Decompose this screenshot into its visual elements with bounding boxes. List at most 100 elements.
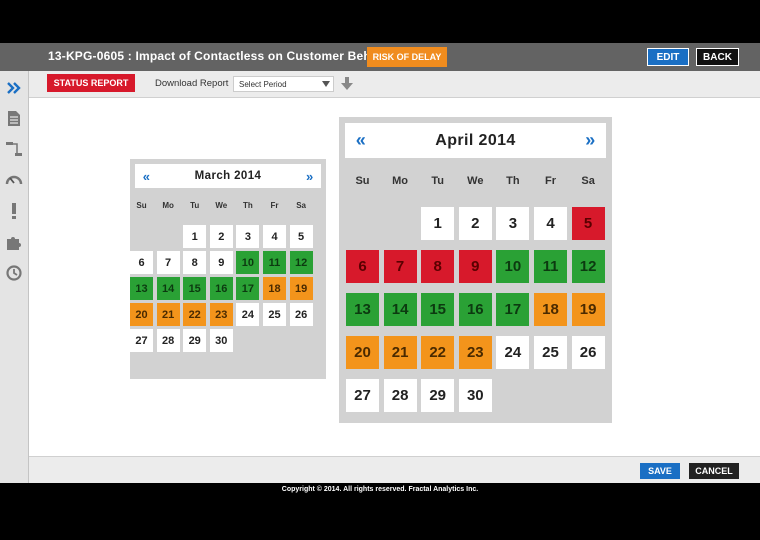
download-arrow-icon[interactable] [341,77,353,96]
next-month-icon[interactable]: » [585,130,596,150]
day-cell-4[interactable]: 4 [263,225,286,248]
day-cell-16[interactable]: 16 [209,277,233,300]
day-cell-20[interactable]: 20 [346,336,379,369]
day-cell-11[interactable]: 11 [534,250,567,283]
day-cell-19[interactable]: 19 [289,277,313,300]
period-select[interactable]: Select Period [233,76,334,92]
day-cell-30[interactable]: 30 [458,379,492,412]
weekday-label: Th [506,175,520,187]
alert-icon[interactable] [5,202,23,220]
day-cell-15[interactable]: 15 [183,277,207,300]
day-cell-10[interactable]: 10 [496,250,530,283]
day-cell-14[interactable]: 14 [383,293,417,326]
expand-icon[interactable] [5,79,23,97]
weekday-label: Fr [545,175,556,187]
day-cell-17[interactable]: 17 [236,277,260,300]
calendar-header: « April 2014 » [345,123,606,158]
day-cell-28[interactable]: 28 [383,379,417,412]
day-cell-12[interactable]: 12 [571,250,605,283]
day-cell-27[interactable]: 27 [346,379,379,412]
day-cell-5[interactable]: 5 [571,207,605,240]
day-cell-7[interactable]: 7 [156,251,180,274]
prev-month-icon[interactable]: « [355,130,366,150]
calendar-area: «March 2014» Su Mo Tu We Th Fr Sa 1 2 3 4 5 6 7 8 9 10 11 1… [29,98,760,456]
day-cell-6[interactable]: 6 [130,251,153,274]
weekday-label: Mo [162,201,174,210]
download-report-label: Download Report [155,78,229,89]
calendar-1: «April 2014» Su Mo Tu We Th Fr Sa 1 2 3 4 5 6 7 8 9 10 11 1… [339,117,612,423]
day-cell-18[interactable]: 18 [534,293,567,326]
day-cell-15[interactable]: 15 [421,293,455,326]
footer-bar: SAVE CANCEL [29,456,760,483]
day-cell-4[interactable]: 4 [534,207,567,240]
puzzle-icon[interactable] [5,233,23,251]
day-cell-2[interactable]: 2 [458,207,492,240]
cancel-button[interactable]: CANCEL [689,463,739,479]
day-cell-11[interactable]: 11 [263,251,286,274]
day-cell-24[interactable]: 24 [496,336,530,369]
day-cell-13[interactable]: 13 [346,293,379,326]
day-cell-21[interactable]: 21 [383,336,417,369]
day-cell-1[interactable]: 1 [421,207,455,240]
day-cell-26[interactable]: 26 [571,336,605,369]
day-cell-2[interactable]: 2 [209,225,233,248]
app-header: 13-KPG-0605 : Impact of Contactless on C… [0,43,760,71]
prev-month-icon[interactable]: « [142,168,151,184]
day-cell-5[interactable]: 5 [289,225,313,248]
next-month-icon[interactable]: » [305,168,314,184]
day-cell-22[interactable]: 22 [183,303,207,326]
day-cell-1[interactable]: 1 [183,225,207,248]
day-cell-16[interactable]: 16 [458,293,492,326]
sidebar [0,71,29,483]
day-cell-23[interactable]: 23 [458,336,492,369]
day-cell-28[interactable]: 28 [156,329,180,352]
day-cell-23[interactable]: 23 [209,303,233,326]
day-cell-20[interactable]: 20 [130,303,153,326]
weekday-label: Tu [190,201,200,210]
save-button[interactable]: SAVE [640,463,680,479]
day-cell-22[interactable]: 22 [421,336,455,369]
calendar-month-title: April 2014 [435,131,516,149]
status-report-button[interactable]: STATUS REPORT [47,74,135,92]
day-cell-8[interactable]: 8 [421,250,455,283]
day-cell-18[interactable]: 18 [263,277,286,300]
weekday-label: Su [136,201,147,210]
weekday-label: Su [355,175,370,187]
day-cell-19[interactable]: 19 [571,293,605,326]
weekday-label: Sa [296,201,306,210]
project-title: 13-KPG-0605 : Impact of Contactless on C… [48,49,401,63]
day-cell-13[interactable]: 13 [130,277,153,300]
day-cell-10[interactable]: 10 [236,251,260,274]
day-cell-29[interactable]: 29 [183,329,207,352]
copyright-text: Copyright © 2014. All rights reserved. F… [281,486,479,493]
day-cell-9[interactable]: 9 [458,250,492,283]
day-cell-14[interactable]: 14 [156,277,180,300]
day-cell-3[interactable]: 3 [496,207,530,240]
day-cell-3[interactable]: 3 [236,225,260,248]
day-cell-26[interactable]: 26 [289,303,313,326]
risk-badge: RISK OF DELAY [367,47,447,67]
day-cell-27[interactable]: 27 [130,329,153,352]
day-cell-24[interactable]: 24 [236,303,260,326]
day-cell-12[interactable]: 12 [289,251,313,274]
day-cell-8[interactable]: 8 [183,251,207,274]
day-cell-9[interactable]: 9 [209,251,233,274]
day-cell-21[interactable]: 21 [156,303,180,326]
document-icon[interactable] [5,109,23,127]
day-cell-6[interactable]: 6 [346,250,379,283]
flow-icon[interactable] [5,140,23,158]
top-black-bar [0,0,760,43]
day-cell-29[interactable]: 29 [421,379,455,412]
edit-button[interactable]: EDIT [647,48,689,66]
refresh-icon[interactable] [5,264,23,282]
weekday-label: Sa [581,175,595,187]
day-cell-17[interactable]: 17 [496,293,530,326]
toolbar: STATUS REPORT Download Report Select Per… [29,71,760,98]
day-cell-25[interactable]: 25 [263,303,286,326]
day-cell-30[interactable]: 30 [209,329,233,352]
day-cell-7[interactable]: 7 [383,250,417,283]
gauge-icon[interactable] [5,171,23,189]
day-cell-25[interactable]: 25 [534,336,567,369]
back-button[interactable]: BACK [696,48,739,66]
weekday-label: Fr [270,201,279,210]
